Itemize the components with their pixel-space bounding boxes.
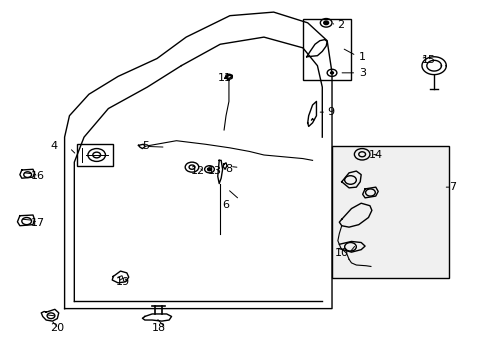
Text: 15: 15 <box>421 55 435 65</box>
Text: 1: 1 <box>358 52 365 62</box>
Circle shape <box>207 168 211 171</box>
Text: 19: 19 <box>116 277 129 287</box>
Text: 2: 2 <box>336 19 343 30</box>
Text: 9: 9 <box>326 107 334 117</box>
Text: 7: 7 <box>448 182 455 192</box>
Text: 14: 14 <box>368 150 382 160</box>
Circle shape <box>323 21 328 24</box>
Text: 8: 8 <box>224 164 232 174</box>
Text: 18: 18 <box>152 323 166 333</box>
Text: 16: 16 <box>30 171 44 181</box>
Text: 13: 13 <box>207 166 222 176</box>
Bar <box>302 19 351 80</box>
Text: 17: 17 <box>30 218 44 228</box>
Text: 6: 6 <box>222 200 229 210</box>
Text: 20: 20 <box>50 323 64 333</box>
Text: 11: 11 <box>217 73 231 83</box>
Bar <box>331 146 448 278</box>
Text: 4: 4 <box>50 141 57 151</box>
Circle shape <box>330 72 333 74</box>
Text: 12: 12 <box>191 166 205 176</box>
Bar <box>77 144 113 166</box>
Text: 3: 3 <box>358 68 365 78</box>
Text: 10: 10 <box>334 248 348 258</box>
Text: 5: 5 <box>142 141 149 151</box>
